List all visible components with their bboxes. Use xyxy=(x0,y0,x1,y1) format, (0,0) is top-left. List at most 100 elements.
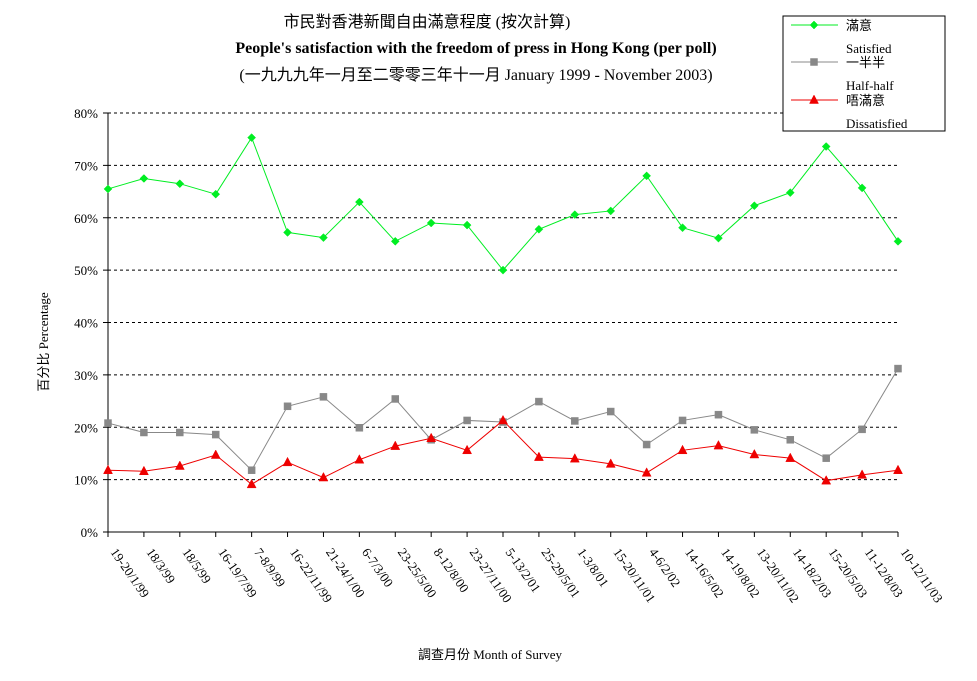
x-tick-label: 1-3/8/01 xyxy=(574,545,612,590)
data-point xyxy=(391,395,400,403)
series-lines xyxy=(103,133,903,489)
data-point xyxy=(786,436,795,444)
data-point xyxy=(319,233,328,243)
y-axis-title: 百分比 Percentage xyxy=(36,292,51,392)
data-point xyxy=(893,236,903,246)
x-tick-label: 18/3/99 xyxy=(143,545,178,586)
data-point xyxy=(138,465,149,475)
data-point xyxy=(677,444,688,455)
plot-area xyxy=(107,113,898,533)
data-point xyxy=(893,464,903,474)
data-point xyxy=(175,179,185,189)
data-point xyxy=(247,133,256,142)
data-point xyxy=(714,410,723,419)
data-point xyxy=(210,449,221,459)
series-satisfied xyxy=(103,133,903,275)
data-point xyxy=(750,201,759,211)
data-point xyxy=(821,142,831,151)
x-tick-label: 10-12/11/03 xyxy=(898,545,946,605)
y-tick-label: 80% xyxy=(74,106,98,121)
legend-label-zh: 唔滿意 xyxy=(846,93,885,108)
data-point xyxy=(894,364,902,373)
data-point xyxy=(678,223,687,233)
legend-marker xyxy=(809,94,819,104)
data-point xyxy=(140,428,148,437)
data-point xyxy=(139,174,149,183)
data-point xyxy=(355,424,364,432)
series-line xyxy=(107,136,899,271)
data-point xyxy=(858,425,866,434)
data-point xyxy=(571,417,579,425)
data-point xyxy=(821,475,832,485)
data-point xyxy=(355,197,364,207)
data-point xyxy=(176,428,184,437)
data-point xyxy=(641,467,652,477)
data-point xyxy=(713,440,724,450)
data-point xyxy=(498,265,508,275)
y-tick-label: 30% xyxy=(74,368,98,383)
chart-title-zh: 市民對香港新聞自由滿意程度 (按次計算) xyxy=(284,12,571,31)
data-point xyxy=(678,416,687,425)
series-line xyxy=(107,419,899,485)
chart-subtitle: (一九九九年一月至二零零三年十一月 January 1999 - Novembe… xyxy=(239,66,712,84)
data-point xyxy=(354,454,365,464)
data-point xyxy=(822,454,830,462)
data-point xyxy=(282,456,293,467)
y-tick-labels: 0% 10% 20% 30% 40% 50% 60% 70% 80% xyxy=(74,106,108,540)
data-point xyxy=(211,189,221,199)
data-point xyxy=(390,236,400,246)
data-point xyxy=(174,460,185,470)
data-point xyxy=(463,416,471,425)
data-point xyxy=(534,224,544,234)
data-point xyxy=(535,397,543,406)
y-tick-label: 50% xyxy=(74,263,98,278)
data-point xyxy=(319,393,328,401)
y-tick-label: 70% xyxy=(74,158,98,173)
data-point xyxy=(103,464,113,474)
legend-label-zh: 滿意 xyxy=(846,18,872,33)
y-tick-label: 60% xyxy=(74,211,98,226)
data-point xyxy=(785,452,796,462)
data-point xyxy=(533,451,544,461)
data-point xyxy=(103,184,113,194)
legend-marker xyxy=(810,58,818,66)
legend-box xyxy=(782,15,946,132)
data-point xyxy=(605,458,616,468)
data-point xyxy=(246,478,257,489)
chart-title-en: People's satisfaction with the freedom o… xyxy=(235,40,716,57)
data-point xyxy=(606,206,616,216)
data-point xyxy=(857,469,868,479)
data-point xyxy=(785,188,795,197)
data-point xyxy=(750,426,759,434)
x-tick-label: 7-8/9/99 xyxy=(251,545,289,590)
data-point xyxy=(390,440,401,450)
data-point xyxy=(570,210,580,219)
data-point xyxy=(426,218,436,228)
data-point xyxy=(283,402,292,411)
data-point xyxy=(283,228,292,237)
y-tick-label: 40% xyxy=(74,316,98,331)
y-tick-label: 0% xyxy=(81,525,99,540)
data-point xyxy=(318,471,329,482)
data-point xyxy=(569,453,580,463)
data-point xyxy=(247,466,256,474)
data-point xyxy=(714,233,723,243)
data-point xyxy=(426,432,437,442)
data-point xyxy=(211,430,220,439)
x-tick-label: 18/5/99 xyxy=(179,545,214,586)
series-dissatisfied xyxy=(103,414,903,489)
data-point xyxy=(749,448,760,459)
legend-marker xyxy=(809,20,819,30)
y-tick-label: 20% xyxy=(74,420,98,435)
data-point xyxy=(498,414,508,425)
legend-label-en: Half-half xyxy=(846,78,894,93)
x-tick-label: 4-6/2/02 xyxy=(646,545,684,590)
data-point xyxy=(104,419,112,427)
data-point xyxy=(642,440,651,449)
legend-label-zh: 一半半 xyxy=(846,55,885,70)
data-point xyxy=(642,171,651,181)
data-point xyxy=(857,183,867,193)
data-point xyxy=(462,220,472,230)
